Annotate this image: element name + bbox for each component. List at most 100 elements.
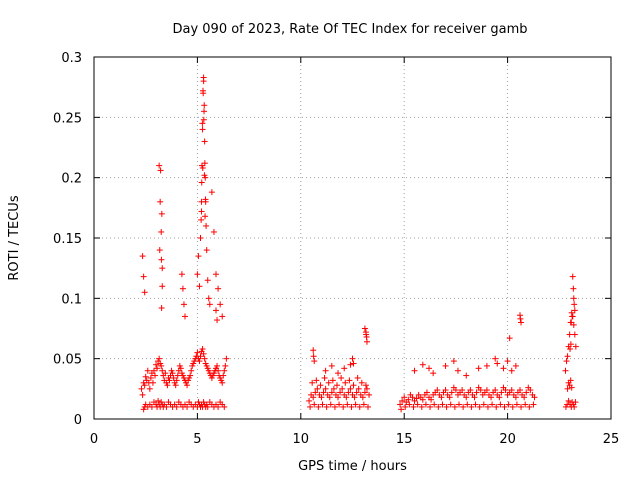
data-point [220, 372, 227, 379]
data-point [310, 347, 317, 354]
data-point [169, 370, 176, 377]
data-point [322, 367, 329, 374]
data-point [200, 116, 207, 123]
data-point [360, 401, 367, 408]
data-point [570, 285, 577, 292]
data-point [505, 401, 512, 408]
data-point [330, 385, 337, 392]
x-tick-label: 5 [193, 432, 201, 447]
data-point [155, 397, 162, 404]
data-point [494, 360, 501, 367]
data-point [413, 395, 420, 402]
data-point [570, 295, 577, 302]
data-point [178, 271, 185, 278]
data-point [214, 317, 221, 324]
data-point [477, 387, 484, 394]
y-tick-label: 0.1 [61, 292, 82, 307]
data-point [327, 401, 334, 408]
data-point [141, 289, 148, 296]
data-point [195, 253, 202, 260]
data-point [512, 394, 519, 401]
data-point [406, 401, 413, 408]
data-point [197, 353, 204, 360]
data-point [150, 367, 157, 374]
data-point [164, 382, 171, 389]
data-point [565, 397, 572, 404]
data-point [147, 374, 154, 381]
data-point [163, 403, 170, 410]
data-point [199, 126, 206, 133]
data-point [198, 179, 205, 186]
data-point [140, 273, 147, 280]
data-point [518, 319, 525, 326]
data-point [512, 362, 519, 369]
data-point [442, 362, 449, 369]
data-point [358, 379, 365, 386]
data-point [399, 397, 406, 404]
data-point [348, 403, 355, 410]
data-point [153, 361, 160, 368]
data-point [202, 213, 209, 220]
data-point [219, 313, 226, 320]
data-point [473, 389, 480, 396]
data-point [139, 391, 146, 398]
data-point [204, 403, 211, 410]
data-point [563, 358, 570, 365]
data-point [363, 385, 370, 392]
data-point [196, 358, 203, 365]
data-point [159, 265, 166, 272]
data-point [180, 301, 187, 308]
data-point [204, 277, 211, 284]
data-point [566, 331, 573, 338]
data-point [463, 394, 470, 401]
data-point [342, 379, 349, 386]
data-point [213, 271, 220, 278]
data-point [157, 198, 164, 205]
data-point [443, 403, 450, 410]
data-point [158, 256, 165, 263]
data-point [331, 403, 338, 410]
data-point [201, 172, 208, 179]
data-point [567, 346, 574, 353]
data-point [397, 401, 404, 408]
data-point [472, 401, 479, 408]
y-tick-label: 0.25 [53, 111, 82, 126]
data-point [521, 394, 528, 401]
data-point [202, 196, 209, 203]
data-point [350, 382, 357, 389]
data-point [215, 285, 222, 292]
data-point [398, 406, 405, 413]
data-point [438, 394, 445, 401]
data-point [321, 374, 328, 381]
data-point [199, 165, 206, 172]
data-point [311, 401, 318, 408]
data-point [475, 365, 482, 372]
data-point [323, 403, 330, 410]
x-tick-label: 25 [603, 432, 620, 447]
data-point [564, 353, 571, 360]
data-point [148, 403, 155, 410]
data-point [184, 403, 191, 410]
data-point [221, 403, 228, 410]
data-point [419, 396, 426, 403]
x-tick-label: 0 [90, 432, 98, 447]
data-point [571, 307, 578, 314]
data-point [333, 382, 340, 389]
data-point [138, 385, 145, 392]
y-tick-label: 0 [74, 413, 82, 428]
data-point [422, 401, 429, 408]
data-point [350, 360, 357, 367]
data-point [456, 401, 463, 408]
data-point [459, 387, 466, 394]
data-point [196, 283, 203, 290]
data-point [492, 387, 499, 394]
data-point [141, 382, 148, 389]
data-point [314, 385, 321, 392]
y-tick-label: 0.3 [61, 51, 82, 66]
data-point [336, 401, 343, 408]
data-point [571, 301, 578, 308]
data-point [564, 385, 571, 392]
data-point [567, 377, 574, 384]
data-point [206, 301, 213, 308]
data-point [496, 394, 503, 401]
